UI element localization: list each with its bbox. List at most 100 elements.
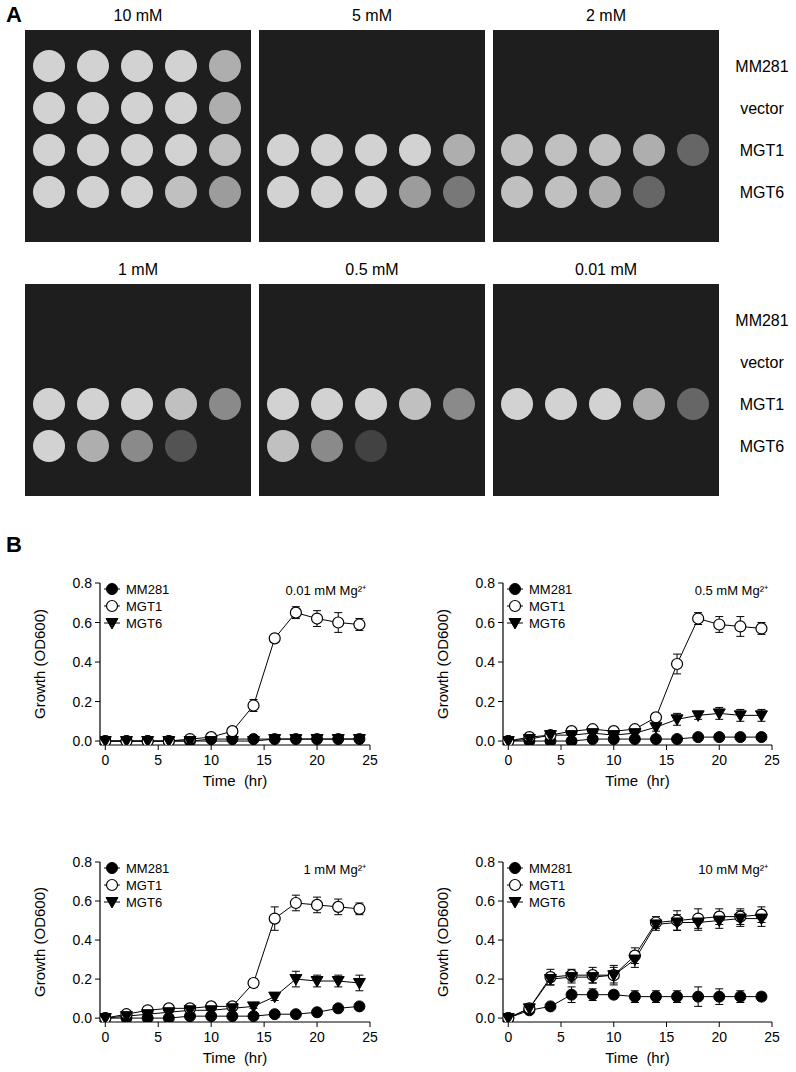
y-tick [95, 940, 100, 941]
y-tick [95, 622, 100, 623]
data-point [269, 913, 280, 924]
y-tick [498, 701, 503, 702]
data-point [333, 1003, 344, 1014]
data-point [692, 711, 704, 722]
x-tick [772, 745, 773, 750]
y-tick [95, 862, 100, 863]
x-tick-label: 10 [203, 752, 219, 768]
strain-label: MGT1 [740, 396, 785, 413]
data-point [290, 975, 302, 986]
spot [311, 430, 343, 462]
spot [77, 176, 109, 208]
spot [677, 176, 709, 208]
data-point [735, 991, 746, 1002]
data-point [226, 737, 238, 745]
spot [399, 304, 431, 336]
spot [121, 304, 153, 336]
data-point [503, 1013, 514, 1022]
x-tick [105, 745, 106, 750]
y-tick [95, 662, 100, 663]
data-point [756, 623, 767, 634]
y-axis [99, 862, 100, 1022]
legend-label: MGT1 [126, 599, 162, 614]
y-axis-label: Growth (OD600) [434, 887, 451, 997]
data-point [566, 989, 577, 1000]
data-point [734, 711, 746, 722]
data-point [587, 973, 599, 984]
data-point [503, 1014, 514, 1022]
data-point [227, 726, 238, 737]
spot [501, 50, 533, 82]
legend-label: MGT1 [529, 878, 565, 893]
y-tick [95, 741, 100, 742]
data-point [692, 918, 704, 929]
legend-label: MM281 [126, 861, 169, 876]
spot [633, 134, 665, 166]
data-point [100, 1014, 111, 1022]
data-point [650, 723, 662, 734]
x-tick [561, 745, 562, 750]
series-line [508, 619, 761, 741]
x-tick-label: 20 [309, 752, 325, 768]
spot [165, 388, 197, 420]
spot [267, 430, 299, 462]
data-point [290, 607, 301, 618]
x-tick-label: 20 [309, 1029, 325, 1045]
data-point [693, 991, 704, 1002]
spot [443, 430, 475, 462]
plate-label: 1 mM [118, 261, 158, 278]
series-line [508, 919, 761, 1019]
spot [209, 176, 241, 208]
data-point [545, 1001, 556, 1012]
x-tick-label: 20 [711, 1029, 727, 1045]
spot [399, 346, 431, 378]
series-line [105, 613, 359, 741]
spot [589, 430, 621, 462]
data-point [714, 991, 725, 1002]
plate [493, 284, 719, 496]
y-axis-label: Growth (OD600) [31, 609, 48, 719]
spot [677, 50, 709, 82]
y-tick [498, 940, 503, 941]
y-tick-label: 0.4 [476, 654, 496, 670]
y-tick-label: 0.8 [73, 854, 93, 870]
plate [493, 30, 719, 242]
spot [165, 134, 197, 166]
data-point [163, 737, 175, 745]
plate-group [25, 30, 251, 242]
data-point [353, 978, 365, 989]
spot [121, 134, 153, 166]
spot [589, 134, 621, 166]
y-tick-label: 0.2 [476, 971, 496, 987]
data-point [713, 916, 725, 927]
spot [311, 388, 343, 420]
spot [165, 430, 197, 462]
y-tick-label: 0.0 [73, 733, 93, 749]
y-axis [502, 583, 503, 745]
data-point [290, 734, 301, 745]
data-point [333, 734, 344, 745]
x-tick-label: 5 [154, 752, 162, 768]
data-point [755, 711, 767, 722]
spot [443, 304, 475, 336]
series-line [508, 915, 761, 1018]
spot [165, 176, 197, 208]
spot [443, 346, 475, 378]
spot [589, 346, 621, 378]
spot [165, 92, 197, 124]
x-tick [158, 745, 159, 750]
spot [633, 176, 665, 208]
data-point [714, 619, 725, 630]
data-point [120, 1012, 132, 1022]
spot [677, 304, 709, 336]
legend-label: MGT1 [126, 878, 162, 893]
y-tick-label: 0.4 [73, 654, 93, 670]
data-point [100, 1013, 111, 1022]
x-tick [666, 745, 667, 750]
spot [267, 50, 299, 82]
data-point [205, 737, 217, 745]
data-point [312, 613, 323, 624]
data-point [184, 1006, 196, 1017]
data-point [332, 735, 344, 745]
data-point [735, 621, 746, 632]
